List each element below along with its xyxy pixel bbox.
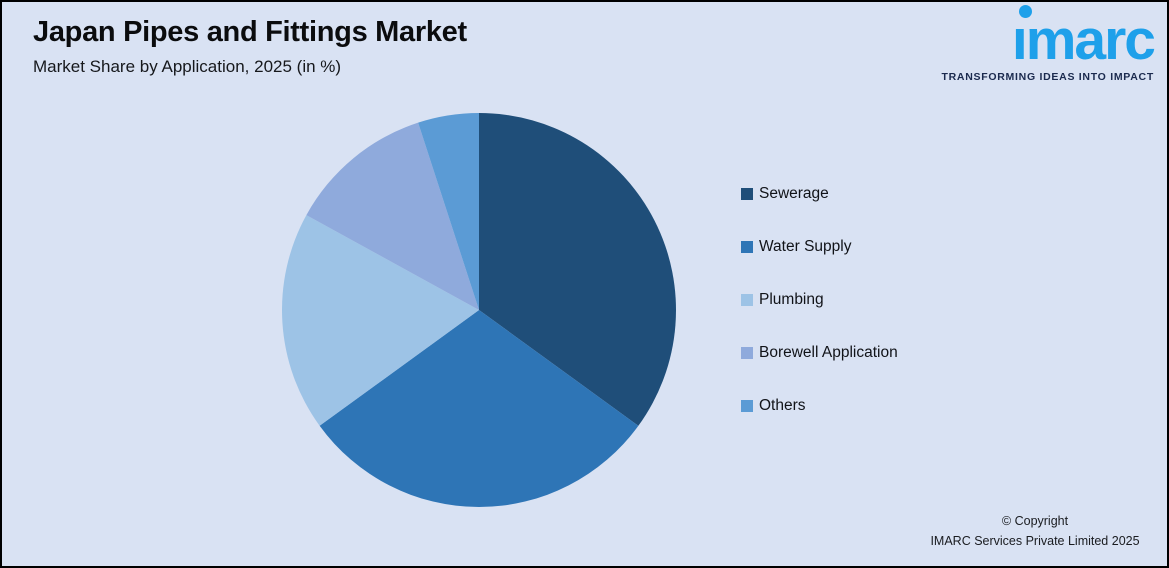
legend-item-sewerage: Sewerage (741, 184, 898, 202)
pie-chart-svg (282, 113, 676, 507)
legend-item-water-supply: Water Supply (741, 237, 898, 255)
legend-item-others: Others (741, 396, 898, 414)
legend-label-plumbing: Plumbing (759, 290, 824, 308)
pie-slice-sewerage (479, 113, 676, 426)
legend-swatch-borewell-application (741, 346, 753, 359)
legend-swatch-water-supply (741, 240, 753, 253)
logo-i-dot-icon (1018, 5, 1032, 18)
legend: Sewerage Water Supply Plumbing Borewell App… (741, 184, 898, 451)
pie-slice-others (418, 113, 479, 310)
copyright-notice: © Copyright IMARC Services Private Limit… (915, 511, 1155, 551)
page-title: Japan Pipes and Fittings Market (33, 16, 467, 48)
pie-slice-borewell-application (306, 122, 479, 310)
legend-swatch-plumbing (741, 293, 753, 306)
chart-subtitle: Market Share by Application, 2025 (in %) (33, 57, 342, 76)
pie-slice-plumbing (282, 215, 479, 426)
chart-header: Japan Pipes and Fittings Market Market S… (33, 16, 467, 77)
legend-swatch-others (741, 399, 753, 412)
legend-label-others: Others (759, 396, 806, 414)
pie-slice-water-supply (319, 310, 639, 507)
copyright-line2: IMARC Services Private Limited 2025 (930, 534, 1140, 548)
legend-item-borewell-application: Borewell Application (741, 343, 898, 361)
imarc-logo: ımarc TRANSFORMING IDEAS INTO IMPACT (922, 5, 1156, 83)
logo-tagline: TRANSFORMING IDEAS INTO IMPACT (941, 71, 1154, 83)
legend-label-water-supply: Water Supply (759, 237, 852, 255)
legend-swatch-sewerage (741, 187, 753, 200)
copyright-line1: © Copyright (1001, 514, 1069, 528)
legend-item-plumbing: Plumbing (741, 290, 898, 308)
logo-wordmark: ımarc (1011, 8, 1156, 72)
legend-label-borewell-application: Borewell Application (759, 343, 898, 361)
legend-label-sewerage: Sewerage (759, 184, 829, 202)
pie-chart (281, 112, 677, 508)
